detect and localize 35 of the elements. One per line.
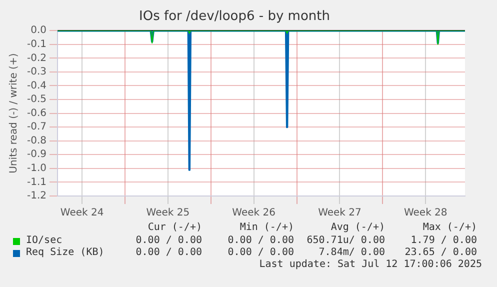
text: 0.00 / 0.00 [136,235,202,246]
y-axis-title: Units read (-) / write (+) [8,53,20,174]
y-tick-label: -0.3 [26,66,47,78]
text: 7.84m/ 0.00 [318,247,385,258]
y-tick-label: -1.2 [26,190,47,202]
text: Max (-/+) [422,222,477,233]
text: 1.79 / 0.00 [410,235,477,246]
y-tick-label: -1.0 [26,163,47,174]
y-tick-label: -0.9 [26,149,47,160]
legend-label: Req Size (KB) [26,247,104,258]
text: Cur (-/+) [148,222,202,233]
legend-label: IO/sec [26,235,62,246]
y-tick-label: -0.4 [26,80,47,92]
text: Avg (-/+) [330,222,385,233]
y-tick-label: -0.5 [26,94,47,106]
x-tick-label: Week 24 [60,208,104,219]
y-tick-label: -0.7 [26,122,47,133]
y-tick-label: 0.0 [30,25,47,36]
text: 23.65 / 0.00 [404,247,477,258]
x-tick-label: Week 27 [318,208,362,219]
y-tick-label: -0.1 [26,38,47,50]
y-tick-label: -0.6 [26,108,47,119]
y-tick-label: -0.8 [26,135,47,146]
text: 0.00 / 0.00 [228,247,294,258]
x-tick-label: Week 25 [146,208,190,219]
text: 650.71u/ 0.00 [306,235,385,246]
text: 0.00 / 0.00 [228,235,294,246]
chart-title: IOs for /dev/loop6 - by month [139,9,330,24]
text: Last update: Sat Jul 12 17:00:06 2025 [259,259,482,270]
y-tick-label: -0.2 [26,52,47,64]
y-tick-label: -1.1 [26,176,47,188]
text: Min (-/+) [240,222,294,233]
x-tick-label: Week 28 [404,208,448,219]
x-tick-label: Week 26 [232,208,276,219]
text: 0.00 / 0.00 [136,247,202,258]
